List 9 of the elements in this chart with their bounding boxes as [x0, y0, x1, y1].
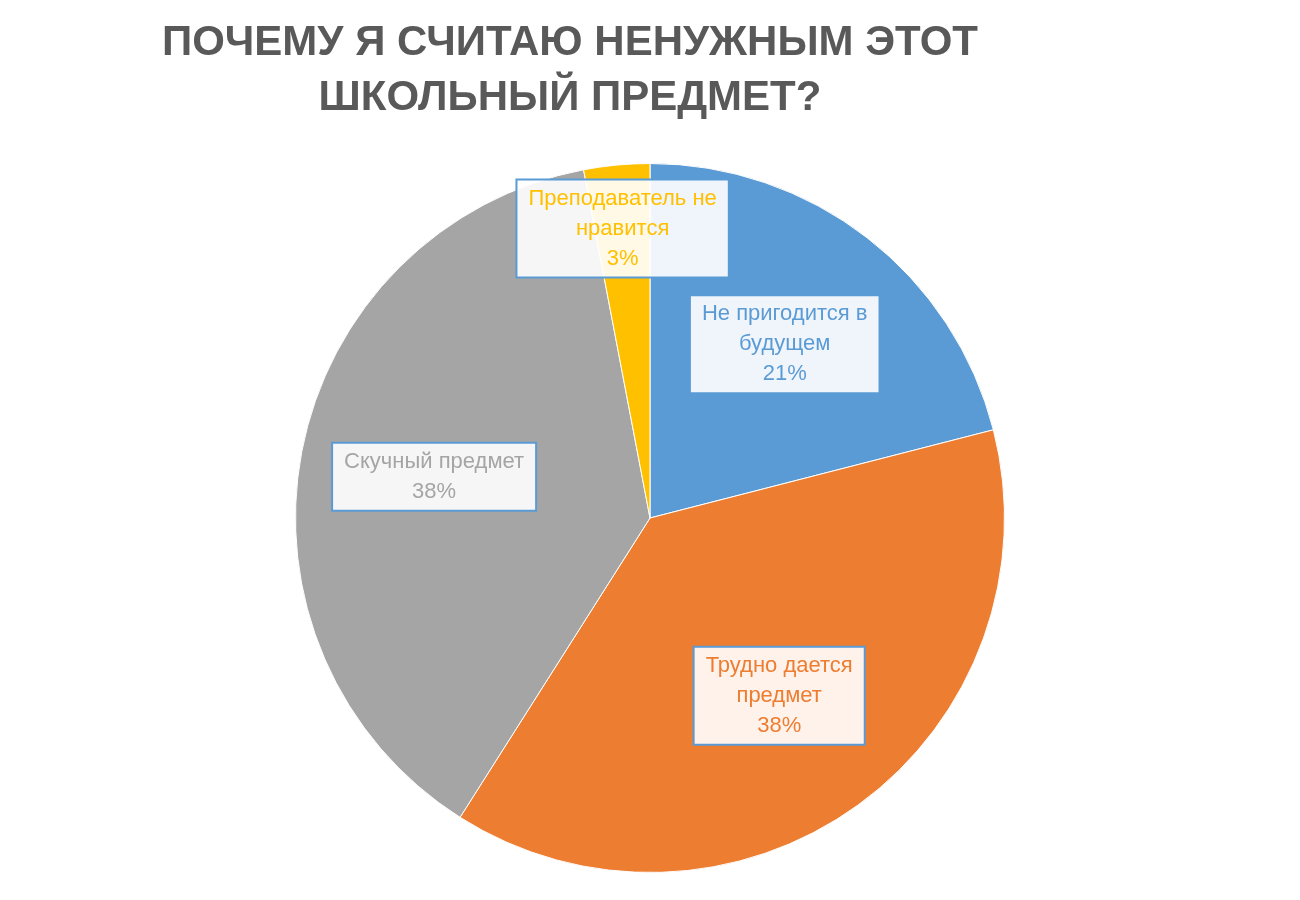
slice-label: Не пригодится в будущем: [701, 300, 868, 356]
data-label: 38%: [757, 712, 802, 738]
data-label: 38%: [412, 478, 457, 504]
data-label: 21%: [762, 360, 807, 386]
slice-label: Преподаватель не нравится: [528, 184, 717, 240]
slice-label: Скучный предмет: [344, 448, 525, 474]
chart-title: ПОЧЕМУ Я СЧИТАЮ НЕНУЖНЫМ ЭТОТ ШКОЛЬНЫЙ ПРЕДМЕТ?: [161, 16, 979, 121]
slice-label: Трудно дается предмет: [705, 652, 853, 708]
data-label: 3%: [606, 244, 639, 270]
